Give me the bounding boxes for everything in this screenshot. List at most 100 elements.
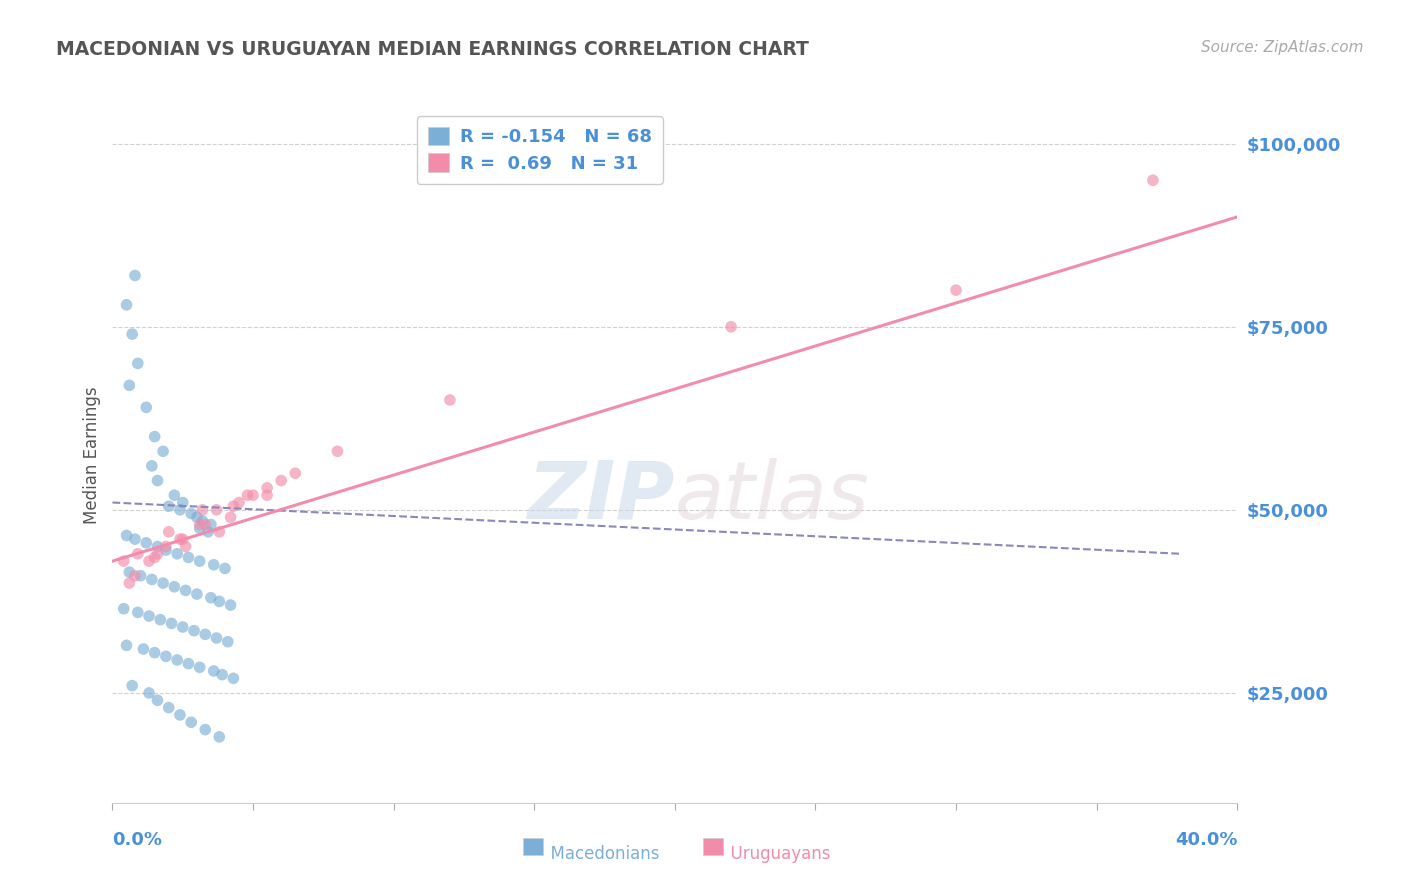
Point bbox=[1142, 173, 1164, 187]
Text: 40.0%: 40.0% bbox=[1175, 830, 1237, 848]
Point bbox=[124, 532, 146, 546]
Point bbox=[118, 378, 141, 392]
Point bbox=[155, 649, 177, 664]
Point bbox=[135, 401, 157, 415]
Text: ZIP: ZIP bbox=[527, 458, 675, 536]
Point bbox=[163, 580, 186, 594]
Point bbox=[121, 679, 143, 693]
Point bbox=[112, 554, 135, 568]
Text: Uruguayans: Uruguayans bbox=[720, 845, 831, 863]
Point bbox=[138, 609, 160, 624]
Point bbox=[169, 707, 191, 722]
Point bbox=[194, 517, 217, 532]
Point bbox=[222, 499, 245, 513]
Point bbox=[138, 554, 160, 568]
Point bbox=[152, 444, 174, 458]
Point bbox=[194, 723, 217, 737]
Point bbox=[138, 686, 160, 700]
Point bbox=[124, 568, 146, 582]
FancyBboxPatch shape bbox=[703, 838, 723, 855]
Point bbox=[194, 627, 217, 641]
Point bbox=[188, 517, 211, 532]
Point bbox=[174, 583, 197, 598]
Point bbox=[191, 503, 214, 517]
Point bbox=[256, 488, 278, 502]
Point bbox=[186, 510, 208, 524]
Point bbox=[146, 547, 169, 561]
Point bbox=[172, 495, 194, 509]
Point bbox=[141, 573, 163, 587]
Point bbox=[200, 591, 222, 605]
Point bbox=[188, 554, 211, 568]
Point bbox=[163, 488, 186, 502]
Point bbox=[169, 532, 191, 546]
Point bbox=[180, 507, 202, 521]
Point bbox=[143, 429, 166, 443]
Point bbox=[127, 606, 149, 620]
Point bbox=[219, 598, 242, 612]
Point bbox=[439, 392, 461, 407]
Point bbox=[202, 558, 225, 572]
Point bbox=[166, 547, 188, 561]
Point bbox=[115, 528, 138, 542]
Point bbox=[146, 693, 169, 707]
FancyBboxPatch shape bbox=[523, 838, 543, 855]
Point bbox=[157, 524, 180, 539]
Point bbox=[146, 474, 169, 488]
Point bbox=[208, 594, 231, 608]
Point bbox=[191, 514, 214, 528]
Text: MACEDONIAN VS URUGUAYAN MEDIAN EARNINGS CORRELATION CHART: MACEDONIAN VS URUGUAYAN MEDIAN EARNINGS … bbox=[56, 40, 808, 59]
Point bbox=[146, 540, 169, 554]
Point bbox=[174, 540, 197, 554]
Point bbox=[157, 499, 180, 513]
Point bbox=[124, 268, 146, 283]
Point bbox=[208, 524, 231, 539]
Point bbox=[160, 616, 183, 631]
Point bbox=[177, 550, 200, 565]
Point bbox=[284, 467, 307, 481]
Point bbox=[127, 547, 149, 561]
Legend: R = -0.154   N = 68, R =  0.69   N = 31: R = -0.154 N = 68, R = 0.69 N = 31 bbox=[416, 116, 664, 184]
Point bbox=[172, 620, 194, 634]
Point bbox=[236, 488, 259, 502]
Point bbox=[945, 283, 967, 297]
Point bbox=[217, 634, 239, 648]
Point bbox=[197, 524, 219, 539]
Point bbox=[121, 327, 143, 342]
Point bbox=[177, 657, 200, 671]
Point bbox=[202, 664, 225, 678]
Point bbox=[143, 646, 166, 660]
Point bbox=[135, 536, 157, 550]
Point bbox=[172, 532, 194, 546]
Text: 0.0%: 0.0% bbox=[112, 830, 163, 848]
Y-axis label: Median Earnings: Median Earnings bbox=[83, 386, 101, 524]
Point bbox=[118, 565, 141, 579]
Point bbox=[169, 503, 191, 517]
Point bbox=[222, 671, 245, 685]
Point bbox=[143, 550, 166, 565]
Point bbox=[127, 356, 149, 370]
Point bbox=[180, 715, 202, 730]
Point bbox=[208, 730, 231, 744]
Point bbox=[141, 458, 163, 473]
Point bbox=[205, 631, 228, 645]
Point bbox=[129, 568, 152, 582]
Point bbox=[157, 700, 180, 714]
Point bbox=[270, 474, 292, 488]
Point bbox=[166, 653, 188, 667]
Point bbox=[214, 561, 236, 575]
Point bbox=[118, 576, 141, 591]
Point bbox=[149, 613, 172, 627]
Point bbox=[256, 481, 278, 495]
Point bbox=[219, 510, 242, 524]
Point bbox=[186, 587, 208, 601]
Point bbox=[183, 624, 205, 638]
Point bbox=[242, 488, 264, 502]
Point bbox=[155, 540, 177, 554]
Point bbox=[200, 517, 222, 532]
Point bbox=[112, 601, 135, 615]
Point bbox=[152, 576, 174, 591]
Point bbox=[115, 298, 138, 312]
Point bbox=[211, 667, 233, 681]
Point bbox=[115, 638, 138, 652]
